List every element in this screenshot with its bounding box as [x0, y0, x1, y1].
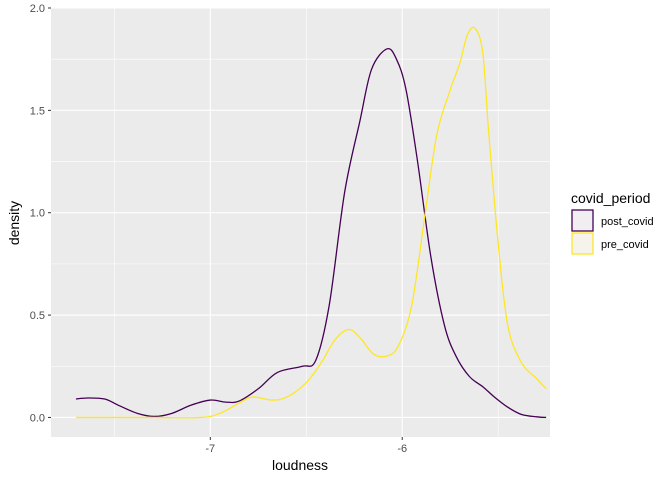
density-curve-post-covid [75, 47, 547, 419]
series-layer [75, 26, 547, 419]
x-tick-label: -7 [205, 443, 215, 455]
legend-title: covid_period [571, 190, 650, 206]
x-axis-title: loudness [272, 457, 328, 473]
y-tick-label: 1.0 [30, 208, 45, 220]
legend-key-pre-covid [571, 232, 594, 255]
density-curve-pre-covid [75, 26, 547, 419]
y-tick-label: 0.5 [30, 310, 45, 322]
legend-key-post-covid [571, 209, 594, 232]
grid-minor [51, 8, 550, 437]
y-tick-label: 2.0 [30, 3, 45, 15]
x-axis: -7 -6 [205, 437, 407, 455]
legend: covid_period post_covid pre_covid [571, 190, 654, 255]
legend-label: post_covid [601, 216, 654, 228]
y-axis: 0.0 0.5 1.0 1.5 2.0 [30, 3, 51, 424]
legend-items: post_covid pre_covid [571, 209, 654, 255]
x-tick-label: -6 [397, 443, 407, 455]
plot-panel [51, 8, 550, 437]
grid-major [51, 7, 550, 437]
y-tick-label: 0.0 [30, 412, 45, 424]
y-axis-title: density [6, 201, 22, 245]
y-tick-label: 1.5 [30, 105, 45, 117]
legend-label: pre_covid [601, 239, 649, 251]
